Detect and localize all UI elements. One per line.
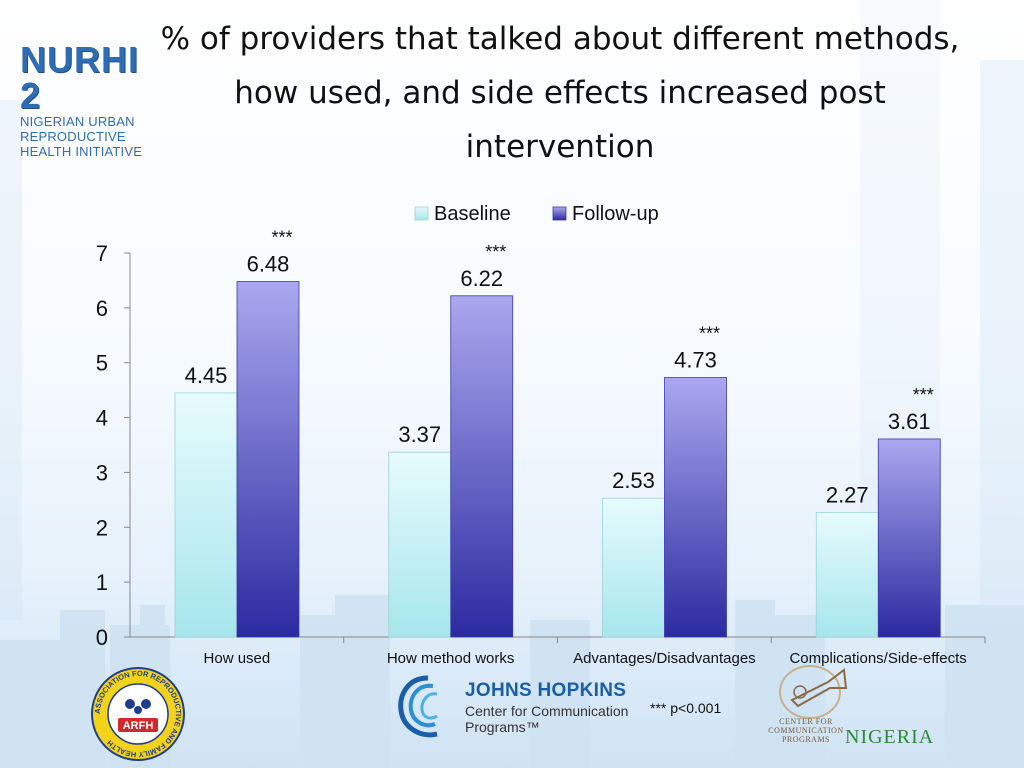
x-category-label: Advantages/Disadvantages xyxy=(573,650,756,667)
data-label: 2.27 xyxy=(826,482,869,507)
trumpet-icon xyxy=(779,665,848,719)
jhu-logo-line-3: Programs™ xyxy=(465,719,540,735)
bar-baseline xyxy=(815,512,879,638)
data-label: 6.48 xyxy=(247,252,290,277)
x-category-label: How method works xyxy=(387,650,515,667)
nurhi-logo: NURHI 2 NIGERIAN URBAN REPRODUCTIVE HEAL… xyxy=(20,39,150,160)
data-label: 4.45 xyxy=(185,363,228,388)
arfh-label: ARFH xyxy=(123,720,154,732)
nurhi-logo-line-2: REPRODUCTIVE xyxy=(20,129,126,144)
nurhi-logo-wordmark: NURHI 2 xyxy=(20,39,139,116)
y-tick-label: 2 xyxy=(96,515,108,540)
arfh-logo: ASSOCIATION FOR REPRODUCTIVE AND FAMILY … xyxy=(91,667,185,761)
significance-footnote: *** p<0.001 xyxy=(650,700,722,716)
y-tick-label: 6 xyxy=(96,296,108,321)
data-label: 6.22 xyxy=(460,266,503,291)
legend-label: Baseline xyxy=(434,203,511,225)
legend-swatch-followup xyxy=(552,206,567,221)
bar-followup xyxy=(236,281,300,638)
significance-marker: *** xyxy=(699,324,720,344)
jhu-logo-line-1: JOHNS HOPKINS xyxy=(465,680,627,701)
bar-baseline xyxy=(174,392,238,638)
y-tick-label: 0 xyxy=(96,625,108,650)
y-tick-label: 4 xyxy=(96,406,108,431)
nurhi-logo-line-1: NIGERIAN URBAN xyxy=(20,114,135,129)
significance-marker: *** xyxy=(271,228,292,248)
data-label: 4.73 xyxy=(674,348,717,373)
data-label: 3.37 xyxy=(398,422,441,447)
bar-followup xyxy=(877,438,941,638)
x-category-label: Complications/Side-effects xyxy=(789,650,966,667)
ccp-nigeria-logo: CENTER FOR COMMUNICATION PROGRAMS NIGERI… xyxy=(765,662,933,754)
jhu-ccp-logo: JOHNS HOPKINS Center for Communication P… xyxy=(395,672,645,742)
jhu-logo-line-2: Center for Communication xyxy=(465,703,629,719)
ccp-logo-small-text: CENTER FOR COMMUNICATION PROGRAMS xyxy=(768,717,844,744)
y-tick-label: 5 xyxy=(96,351,108,376)
bar-followup xyxy=(450,295,514,638)
significance-marker: *** xyxy=(485,242,506,262)
x-category-label: How used xyxy=(204,650,271,667)
y-tick-label: 7 xyxy=(96,241,108,266)
ccp-logo-nigeria: NIGERIA xyxy=(845,726,935,748)
legend-label: Follow-up xyxy=(572,203,659,225)
nurhi-logo-line-3: HEALTH INITIATIVE xyxy=(20,144,143,159)
bar-baseline xyxy=(388,451,452,638)
slide-title: % of providers that talked about differe… xyxy=(160,21,960,165)
jhu-swirl-icon xyxy=(398,675,438,738)
data-label: 2.53 xyxy=(612,468,655,493)
bar-followup xyxy=(664,377,727,638)
y-tick-label: 1 xyxy=(96,570,108,595)
legend-swatch-baseline xyxy=(414,206,429,221)
data-label: 3.61 xyxy=(888,409,931,434)
y-tick-label: 3 xyxy=(96,460,108,485)
significance-marker: *** xyxy=(913,385,934,405)
bar-baseline xyxy=(602,497,665,638)
